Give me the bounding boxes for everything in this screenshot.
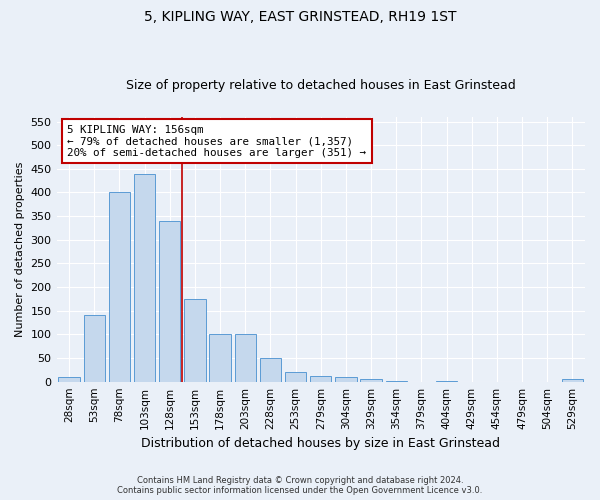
Text: 5 KIPLING WAY: 156sqm
← 79% of detached houses are smaller (1,357)
20% of semi-d: 5 KIPLING WAY: 156sqm ← 79% of detached … xyxy=(67,124,366,158)
Bar xyxy=(310,376,331,382)
Bar xyxy=(260,358,281,382)
Bar xyxy=(159,221,181,382)
Bar xyxy=(235,334,256,382)
Bar xyxy=(184,299,206,382)
Bar xyxy=(361,380,382,382)
Bar xyxy=(285,372,307,382)
Text: 5, KIPLING WAY, EAST GRINSTEAD, RH19 1ST: 5, KIPLING WAY, EAST GRINSTEAD, RH19 1ST xyxy=(144,10,456,24)
Bar xyxy=(83,316,105,382)
Bar xyxy=(209,334,231,382)
Bar xyxy=(386,380,407,382)
Bar xyxy=(335,377,356,382)
Bar xyxy=(134,174,155,382)
Text: Contains HM Land Registry data © Crown copyright and database right 2024.
Contai: Contains HM Land Registry data © Crown c… xyxy=(118,476,482,495)
Bar xyxy=(109,192,130,382)
X-axis label: Distribution of detached houses by size in East Grinstead: Distribution of detached houses by size … xyxy=(141,437,500,450)
Bar xyxy=(58,377,80,382)
Y-axis label: Number of detached properties: Number of detached properties xyxy=(15,162,25,337)
Title: Size of property relative to detached houses in East Grinstead: Size of property relative to detached ho… xyxy=(126,79,515,92)
Bar xyxy=(436,380,457,382)
Bar xyxy=(562,380,583,382)
